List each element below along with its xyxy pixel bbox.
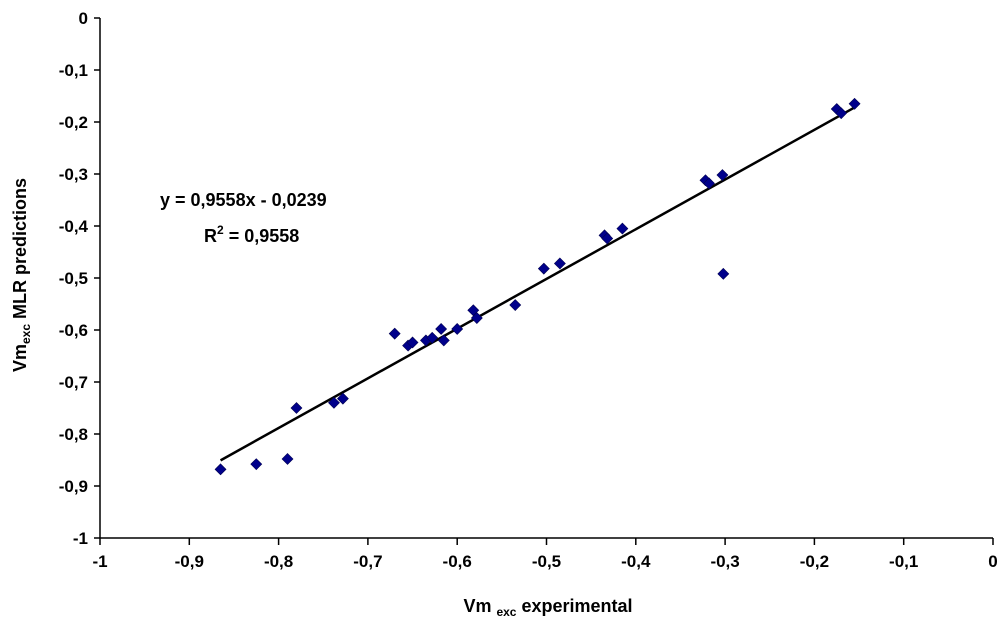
y-tick-label: -0,2	[59, 113, 88, 132]
x-tick-label: -0,5	[532, 552, 561, 571]
data-point	[214, 463, 227, 476]
y-tick-label: -0,3	[59, 165, 88, 184]
data-points	[214, 97, 861, 476]
y-tick-label: -0,8	[59, 425, 88, 444]
x-tick-label: -0,9	[175, 552, 204, 571]
r-squared-superscript: 2	[217, 223, 224, 237]
r-squared-value: = 0,9558	[224, 226, 300, 246]
x-axis-title-main: Vm	[463, 596, 491, 616]
y-axis-title-rest: MLR predictions	[10, 178, 30, 319]
x-axis-title-rest: experimental	[521, 596, 632, 616]
data-point	[281, 453, 294, 465]
data-point	[451, 323, 464, 335]
x-tick-label: -0,1	[889, 552, 918, 571]
data-point	[509, 299, 522, 311]
y-axis-title: Vmexc MLR predictions	[10, 178, 33, 372]
data-point	[426, 331, 439, 344]
x-tick-label: -0,3	[710, 552, 739, 571]
data-point	[848, 97, 861, 110]
y-axis-title-sub: exc	[19, 324, 33, 344]
data-point	[601, 232, 614, 245]
data-point	[470, 312, 483, 324]
data-point	[716, 169, 729, 181]
regression-equation: y = 0,9558x - 0,0239	[160, 190, 327, 210]
x-tick-label: -0,4	[621, 552, 651, 571]
y-ticks: 0 -0,1 -0,2 -0,3 -0,4 -0,5 -0,6 -0,7 -0,8 -0,9 -1	[59, 9, 100, 548]
data-point	[437, 334, 450, 347]
x-tick-label: -0,7	[353, 552, 382, 571]
x-ticks: -1 -0,9 -0,8 -0,7 -0,6 -0,5 -0,4 -0,3 -0,2 -0,1 0	[92, 538, 998, 571]
data-point	[328, 396, 340, 409]
data-point	[553, 257, 566, 270]
x-tick-label: -0,2	[800, 552, 829, 571]
trendline	[219, 106, 856, 462]
data-point	[717, 267, 730, 280]
x-tick-label: -1	[92, 552, 107, 571]
y-tick-label: -0,1	[59, 61, 88, 80]
data-point	[250, 458, 263, 471]
y-tick-label: 0	[79, 9, 88, 28]
r-squared-label: R2 = 0,9558	[204, 223, 299, 246]
x-tick-label: -0,6	[443, 552, 472, 571]
y-tick-label: -0,9	[59, 477, 88, 496]
data-point	[703, 177, 715, 190]
data-point	[835, 107, 848, 120]
data-point	[406, 336, 419, 349]
data-point	[435, 323, 448, 335]
x-tick-label: 0	[988, 552, 997, 571]
r-squared-prefix: R	[204, 226, 217, 246]
data-point	[336, 392, 349, 405]
x-axis-title: Vm exc experimental	[463, 596, 632, 619]
data-point	[290, 402, 303, 414]
x-tick-label: -0,8	[264, 552, 293, 571]
y-tick-label: -0,7	[59, 373, 88, 392]
data-point	[388, 327, 401, 340]
y-tick-label: -1	[73, 529, 88, 548]
data-point	[537, 262, 550, 275]
y-tick-label: -0,4	[59, 217, 89, 236]
data-point	[616, 222, 629, 235]
x-axis-title-sub: exc	[496, 605, 516, 619]
y-tick-label: -0,5	[59, 269, 88, 288]
y-axis-title-main: Vm	[10, 344, 30, 372]
y-tick-label: -0,6	[59, 321, 88, 340]
